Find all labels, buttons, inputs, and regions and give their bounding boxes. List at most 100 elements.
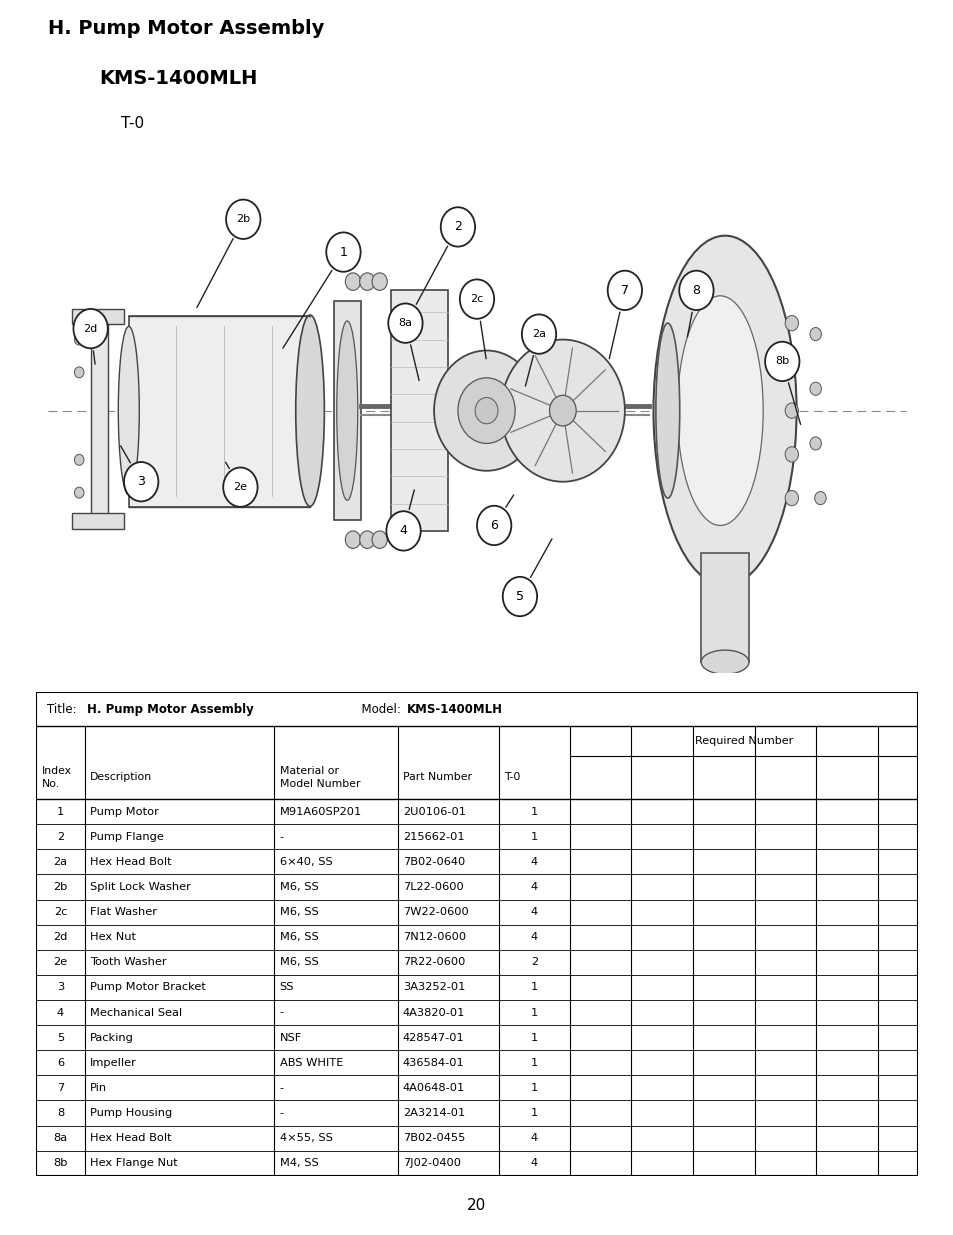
Text: NSF: NSF xyxy=(279,1032,301,1042)
Circle shape xyxy=(809,437,821,450)
Text: Tooth Washer: Tooth Washer xyxy=(90,957,167,967)
Circle shape xyxy=(521,315,556,353)
Text: Pump Flange: Pump Flange xyxy=(90,831,164,842)
Circle shape xyxy=(814,492,825,505)
Circle shape xyxy=(809,382,821,395)
Bar xyxy=(71,309,124,325)
Text: Packing: Packing xyxy=(90,1032,133,1042)
Circle shape xyxy=(73,309,108,348)
Circle shape xyxy=(440,207,475,247)
Bar xyxy=(91,317,108,520)
Text: 7R22-0600: 7R22-0600 xyxy=(402,957,465,967)
Text: 7W22-0600: 7W22-0600 xyxy=(402,906,468,918)
Text: 4×55, SS: 4×55, SS xyxy=(279,1132,332,1144)
Text: 8b: 8b xyxy=(775,357,788,367)
Text: 1: 1 xyxy=(57,806,64,816)
Text: 2: 2 xyxy=(57,831,64,842)
Ellipse shape xyxy=(295,315,324,506)
Bar xyxy=(391,290,448,531)
Bar xyxy=(71,514,124,529)
Text: 4: 4 xyxy=(530,906,537,918)
Text: 436584-01: 436584-01 xyxy=(402,1057,464,1068)
Text: 8: 8 xyxy=(692,284,700,296)
Text: 3: 3 xyxy=(137,475,145,488)
Text: 2A3214-01: 2A3214-01 xyxy=(402,1108,465,1118)
Text: Hex Head Bolt: Hex Head Bolt xyxy=(90,1132,172,1144)
Text: 7L22-0600: 7L22-0600 xyxy=(402,882,463,892)
Text: 1: 1 xyxy=(530,1083,537,1093)
Text: Description: Description xyxy=(90,772,152,782)
Text: 3A3252-01: 3A3252-01 xyxy=(402,982,465,993)
Circle shape xyxy=(434,351,538,471)
Text: SS: SS xyxy=(279,982,294,993)
Text: 4: 4 xyxy=(530,932,537,942)
Bar xyxy=(700,553,748,662)
Text: KMS-1400MLH: KMS-1400MLH xyxy=(99,69,257,88)
Text: 1: 1 xyxy=(530,806,537,816)
Text: Hex Head Bolt: Hex Head Bolt xyxy=(90,857,172,867)
Text: 2a: 2a xyxy=(53,857,68,867)
Circle shape xyxy=(549,395,576,426)
Text: 1: 1 xyxy=(530,1057,537,1068)
Text: 2c: 2c xyxy=(53,906,67,918)
Circle shape xyxy=(500,340,624,482)
Circle shape xyxy=(784,359,798,374)
Text: 1: 1 xyxy=(530,1008,537,1018)
Circle shape xyxy=(124,462,158,501)
Circle shape xyxy=(345,531,360,548)
Circle shape xyxy=(74,335,84,345)
Text: 6: 6 xyxy=(490,519,497,532)
Text: Part Number: Part Number xyxy=(402,772,472,782)
Circle shape xyxy=(372,531,387,548)
Circle shape xyxy=(809,327,821,341)
Text: 8a: 8a xyxy=(398,319,412,329)
Circle shape xyxy=(372,273,387,290)
Text: -: - xyxy=(279,831,283,842)
Text: 1: 1 xyxy=(530,831,537,842)
Text: Pump Motor Bracket: Pump Motor Bracket xyxy=(90,982,206,993)
Circle shape xyxy=(679,270,713,310)
Text: 7N12-0600: 7N12-0600 xyxy=(402,932,466,942)
Text: 2b: 2b xyxy=(53,882,68,892)
Circle shape xyxy=(388,304,422,343)
Circle shape xyxy=(475,398,497,424)
Text: M6, SS: M6, SS xyxy=(279,957,318,967)
Text: Material or
Model Number: Material or Model Number xyxy=(279,766,359,789)
Text: 6×40, SS: 6×40, SS xyxy=(279,857,332,867)
Circle shape xyxy=(326,232,360,272)
Text: 3: 3 xyxy=(57,982,64,993)
Text: 2e: 2e xyxy=(233,482,247,493)
Text: 7B02-0640: 7B02-0640 xyxy=(402,857,465,867)
Circle shape xyxy=(764,342,799,382)
Circle shape xyxy=(502,577,537,616)
Text: M6, SS: M6, SS xyxy=(279,906,318,918)
Text: 2d: 2d xyxy=(53,932,68,942)
Text: 2: 2 xyxy=(530,957,537,967)
Text: Pump Motor: Pump Motor xyxy=(90,806,159,816)
Text: H. Pump Motor Assembly: H. Pump Motor Assembly xyxy=(48,19,324,37)
Text: 4: 4 xyxy=(530,882,537,892)
Text: 2e: 2e xyxy=(53,957,68,967)
Ellipse shape xyxy=(336,321,357,500)
Text: 4: 4 xyxy=(530,1132,537,1144)
Text: T-0: T-0 xyxy=(504,772,520,782)
Text: Split Lock Washer: Split Lock Washer xyxy=(90,882,191,892)
Text: 5: 5 xyxy=(516,590,523,603)
Circle shape xyxy=(74,454,84,466)
Text: T-0: T-0 xyxy=(120,116,144,131)
Text: 5: 5 xyxy=(57,1032,64,1042)
Text: 2d: 2d xyxy=(84,324,97,333)
Text: 6: 6 xyxy=(57,1057,64,1068)
Text: ABS WHITE: ABS WHITE xyxy=(279,1057,342,1068)
Text: M6, SS: M6, SS xyxy=(279,882,318,892)
Text: Hex Flange Nut: Hex Flange Nut xyxy=(90,1158,177,1168)
Text: 2: 2 xyxy=(454,220,461,233)
Text: 4A3820-01: 4A3820-01 xyxy=(402,1008,465,1018)
Ellipse shape xyxy=(700,650,748,674)
Text: 7: 7 xyxy=(620,284,628,296)
Text: 7: 7 xyxy=(57,1083,64,1093)
Text: Title:: Title: xyxy=(47,703,80,715)
Ellipse shape xyxy=(118,326,139,495)
Bar xyxy=(334,301,360,520)
Text: 1: 1 xyxy=(339,246,347,258)
